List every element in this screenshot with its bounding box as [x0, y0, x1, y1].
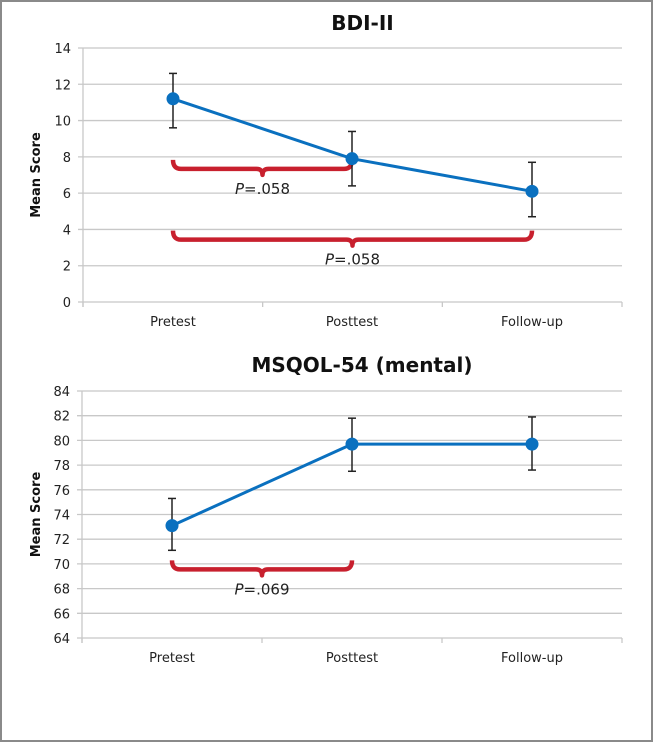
x-category-label: Follow-up	[501, 651, 563, 666]
y-tick-label: 2	[63, 260, 71, 275]
p-value-prefix: P	[234, 580, 244, 598]
data-point	[166, 92, 180, 106]
chart-title: BDI-II	[331, 11, 393, 35]
significance-brace	[170, 230, 535, 248]
data-point	[345, 152, 359, 166]
y-tick-label: 76	[53, 484, 70, 499]
data-point	[165, 519, 179, 533]
y-tick-label: 84	[53, 385, 70, 400]
p-value-prefix: P	[235, 180, 245, 198]
p-value-label: P=.058	[235, 180, 290, 198]
p-value-text: =.058	[244, 180, 290, 198]
y-tick-label: 78	[53, 459, 70, 474]
data-point	[525, 437, 539, 451]
y-tick-label: 0	[63, 296, 71, 311]
y-axis-label: Mean Score	[29, 132, 44, 218]
y-tick-label: 80	[53, 434, 70, 449]
data-point	[345, 437, 359, 451]
significance-brace	[169, 560, 355, 578]
x-category-label: Follow-up	[501, 315, 563, 330]
y-tick-label: 10	[54, 115, 71, 130]
p-value-text: =.058	[334, 251, 380, 269]
x-category-label: Pretest	[149, 651, 195, 666]
p-value-prefix: P	[325, 251, 335, 269]
y-tick-label: 8	[63, 151, 71, 166]
y-tick-label: 14	[54, 42, 71, 57]
p-value-text: =.069	[244, 580, 290, 598]
y-tick-label: 70	[53, 558, 70, 573]
y-tick-label: 74	[53, 509, 70, 524]
x-category-label: Posttest	[326, 651, 378, 666]
y-tick-label: 12	[54, 78, 71, 93]
y-tick-label: 66	[53, 607, 70, 622]
p-value-label: P=.058	[325, 251, 380, 269]
y-tick-label: 64	[53, 632, 70, 647]
y-tick-label: 68	[53, 583, 70, 598]
y-tick-label: 6	[63, 187, 71, 202]
data-point	[525, 184, 539, 198]
y-tick-label: 82	[53, 410, 70, 425]
p-value-label: P=.069	[234, 580, 289, 598]
chart-title: MSQOL-54 (mental)	[252, 353, 473, 377]
chart-panel-1: BDI-II 0 2 4 6 8 10 12 14 Mean Score Pretest Postte…	[29, 11, 623, 330]
chart-panel-2: MSQOL-54 (mental) 64 66 68 70 72 74 76 78 80 82 84 M…	[29, 353, 623, 666]
y-tick-label: 72	[53, 533, 70, 548]
y-tick-label: 4	[63, 223, 71, 238]
y-axis-label: Mean Score	[29, 472, 44, 558]
significance-brace	[170, 159, 355, 178]
x-category-label: Pretest	[150, 315, 196, 330]
x-category-label: Posttest	[326, 315, 378, 330]
